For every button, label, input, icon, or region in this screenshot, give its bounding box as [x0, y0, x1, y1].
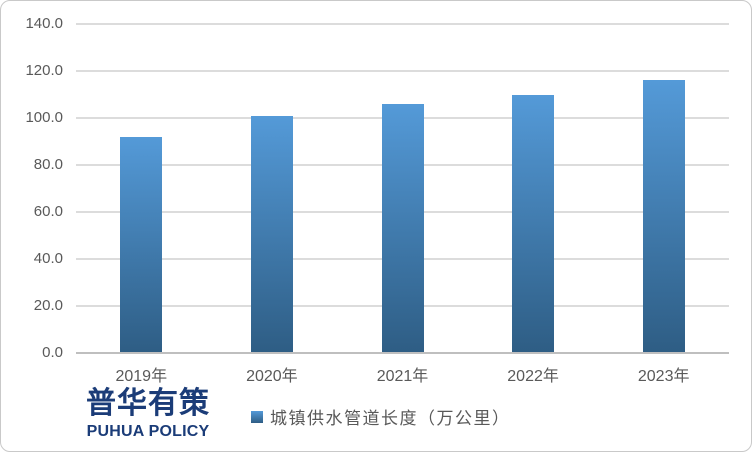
x-axis-line [76, 352, 729, 354]
bar-2019年 [120, 136, 163, 353]
y-tick-label-20: 20.0 [33, 297, 63, 314]
logo-english-text: PUHUA POLICY [86, 423, 210, 440]
logo-chinese-text: 普华有策 [86, 387, 210, 420]
y-tick-label-100: 100.0 [25, 109, 63, 126]
y-tick-label-80: 80.0 [33, 156, 63, 173]
y-tick-label-140: 140.0 [25, 15, 63, 32]
plot-area [76, 23, 729, 353]
x-tick-label-2022年: 2022年 [507, 368, 559, 385]
x-tick-label-2023年: 2023年 [637, 368, 690, 385]
puhua-policy-logo: 普华有策 PUHUA POLICY [85, 385, 211, 441]
x-tick-label-2019年: 2019年 [115, 368, 168, 385]
bar-2021年 [381, 103, 424, 353]
legend-square-icon [251, 410, 263, 423]
y-tick-label-0: 0.0 [42, 344, 63, 361]
x-tick-label-2020年: 2020年 [246, 368, 298, 385]
y-tick-label-60: 60.0 [33, 203, 63, 220]
bar-2023年 [642, 80, 685, 353]
bar-2022年 [512, 94, 555, 353]
y-tick-label-120: 120.0 [25, 62, 63, 79]
x-tick-label-2021年: 2021年 [376, 368, 429, 385]
bar-2020年 [250, 115, 293, 353]
y-tick-label-40: 40.0 [33, 250, 63, 267]
legend-label: 城镇供水管道长度（万公里） [270, 409, 511, 428]
gridline-140 [76, 23, 729, 25]
gridline-120 [76, 70, 729, 72]
chart-legend: 城镇供水管道长度（万公里） [251, 404, 511, 429]
